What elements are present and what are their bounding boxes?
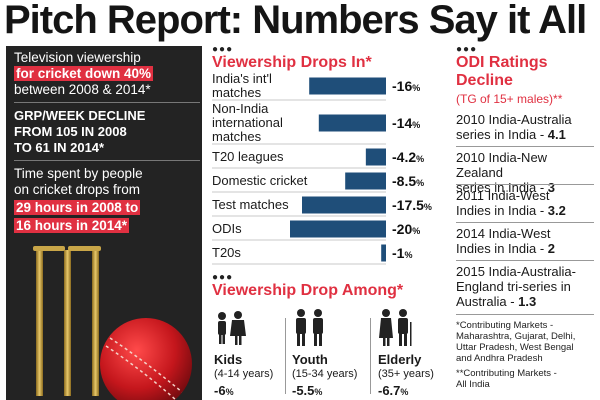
elderly-icon xyxy=(379,309,412,346)
value-label: -20% xyxy=(392,221,420,237)
bar-row: T20 leagues -4.2% xyxy=(212,148,424,169)
age-group-label: Youth xyxy=(292,352,328,367)
bar xyxy=(365,148,386,166)
left-panel: Television viewership for cricket down 4… xyxy=(6,46,202,400)
youth-icon xyxy=(296,309,323,346)
category-label: ODIs xyxy=(212,221,242,236)
kids-icon xyxy=(218,311,246,345)
age-group-elderly: Elderly (35+ years) -6.7% xyxy=(376,308,456,400)
odi-heading-line-2: Decline xyxy=(456,72,513,89)
drop-among-heading: Viewership Drop Among* xyxy=(212,282,404,299)
stumps-icon xyxy=(33,246,101,396)
age-value: -5.5% xyxy=(292,383,323,398)
odi-heading-line-1: ODI Ratings xyxy=(456,54,548,71)
category-label: matches xyxy=(212,85,262,100)
value-label: -16% xyxy=(392,78,420,94)
rating-item: 2010 India-New Zealand series in India -… xyxy=(456,150,555,195)
value-label: -8.5% xyxy=(392,173,424,189)
footnote-2: **Contributing Markets - All India xyxy=(456,368,557,390)
category-label: Test matches xyxy=(212,197,289,212)
bar xyxy=(381,244,386,262)
bar-row: ODIs -20% xyxy=(212,220,420,241)
rating-divider xyxy=(456,146,594,147)
section-dots: ●●● xyxy=(212,272,234,283)
age-group-kids: Kids (4-14 years) -6% xyxy=(212,308,292,400)
left-divider xyxy=(14,160,200,161)
bar xyxy=(302,196,386,214)
odi-subheading: (TG of 15+ males)** xyxy=(456,92,563,106)
time-line-2: on cricket drops from xyxy=(14,182,141,197)
grp-line-1: GRP/WEEK DECLINE xyxy=(14,108,146,123)
category-label: international xyxy=(212,115,283,130)
rating-divider xyxy=(456,184,594,185)
age-group-label: Elderly xyxy=(378,352,422,367)
value-label: -14% xyxy=(392,115,420,131)
bar xyxy=(318,114,386,132)
time-spent-block: Time spent by people on cricket drops fr… xyxy=(14,166,200,234)
cricket-illustration xyxy=(33,246,192,400)
category-label: T20 leagues xyxy=(212,149,284,164)
category-label: India's int'l xyxy=(212,71,272,86)
tv-highlight: for cricket down 40% xyxy=(14,66,154,81)
bar-row: T20s -1% xyxy=(212,244,412,265)
time-highlight-2: 16 hours in 2014* xyxy=(14,218,130,233)
odi-ratings-panel: ●●● ODI Ratings Decline (TG of 15+ males… xyxy=(452,42,596,400)
age-range-label: (35+ years) xyxy=(378,368,434,380)
age-value: -6% xyxy=(214,383,234,398)
age-group-label: Kids xyxy=(214,352,243,367)
bar-row: Domestic cricket -8.5% xyxy=(212,172,424,193)
tv-viewership-block: Television viewership for cricket down 4… xyxy=(14,50,200,98)
category-label: T20s xyxy=(212,245,241,260)
rating-divider xyxy=(456,222,594,223)
time-line-1: Time spent by people xyxy=(14,166,143,181)
rating-item: 2014 India-West Indies in India - 2 xyxy=(456,226,556,256)
grp-line-3: TO 61 IN 2014* xyxy=(14,140,105,155)
footnote-1: *Contributing Markets - Maharashtra, Guj… xyxy=(456,320,576,364)
rating-item: 2011 India-West Indies in India - 3.2 xyxy=(456,188,566,218)
age-value: -6.7% xyxy=(378,383,409,398)
category-label: Non-India xyxy=(212,101,269,116)
grp-line-2: FROM 105 IN 2008 xyxy=(14,124,127,139)
category-label: matches xyxy=(212,129,262,144)
value-label: -4.2% xyxy=(392,149,424,165)
bar xyxy=(309,77,386,95)
age-group-youth: Youth (15-34 years) -5.5% xyxy=(290,308,370,400)
cricket-ball-icon xyxy=(100,318,192,400)
rating-divider xyxy=(456,260,594,261)
column-divider xyxy=(285,318,286,394)
value-label: -17.5% xyxy=(392,197,432,213)
time-highlight-1: 29 hours in 2008 to xyxy=(14,200,141,215)
drops-in-heading: Viewership Drops In* xyxy=(212,54,372,71)
bar-row: Test matches -17.5% xyxy=(212,196,432,217)
page-title: Pitch Report: Numbers Say it All xyxy=(4,0,587,42)
age-range-label: (4-14 years) xyxy=(214,368,274,380)
left-divider xyxy=(14,102,200,103)
section-dots: ●●● xyxy=(212,44,234,55)
section-dots: ●●● xyxy=(456,44,478,55)
grp-block: GRP/WEEK DECLINE FROM 105 IN 2008 TO 61 … xyxy=(14,108,200,156)
rating-item: 2010 India-Australia series in India - 4… xyxy=(456,112,572,142)
bar xyxy=(345,172,386,190)
rating-item: 2015 India-Australia- England tri-series… xyxy=(456,264,576,309)
age-range-label: (15-34 years) xyxy=(292,368,358,380)
value-label: -1% xyxy=(392,245,412,261)
bar xyxy=(290,220,386,238)
category-label: Domestic cricket xyxy=(212,173,308,188)
rating-divider xyxy=(456,314,594,315)
tv-line-1: Television viewership xyxy=(14,50,141,65)
tv-line-3: between 2008 & 2014* xyxy=(14,82,151,97)
column-divider xyxy=(370,318,371,394)
